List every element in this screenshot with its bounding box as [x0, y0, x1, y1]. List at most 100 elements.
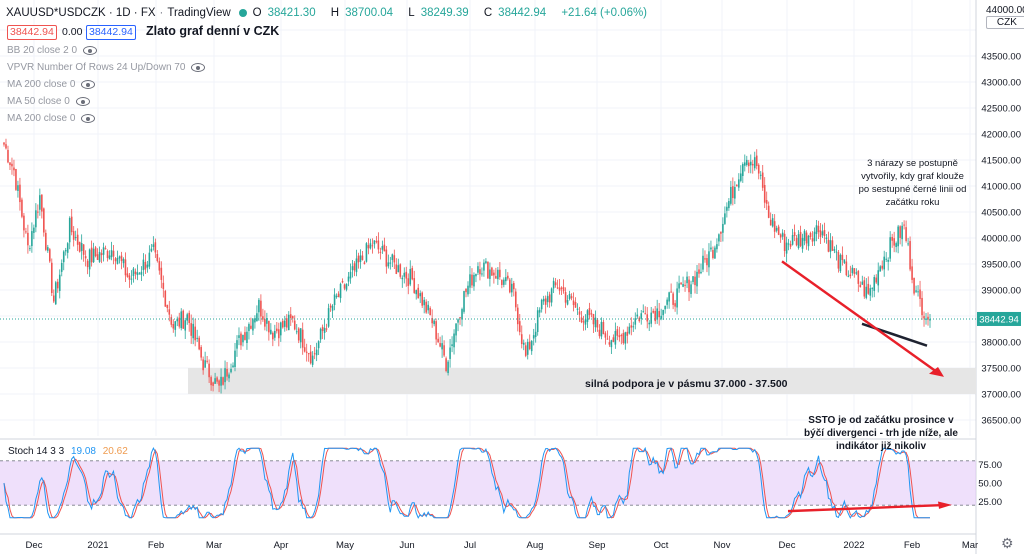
eye-icon[interactable]	[81, 80, 96, 89]
candle-body	[724, 213, 726, 224]
candle-body	[797, 234, 800, 248]
candle-body	[232, 365, 234, 368]
candle-body	[242, 334, 244, 343]
candle-body	[740, 173, 742, 181]
candle-body	[82, 244, 85, 255]
indicator-ma50[interactable]: MA 50 close 0	[7, 96, 90, 107]
candle-body	[427, 304, 429, 311]
candle-body	[198, 337, 200, 350]
candle-body	[522, 342, 525, 345]
candle-body	[568, 293, 571, 300]
symbol-label[interactable]: XAUUSD*USDCZK · 1D · FX	[6, 7, 156, 19]
candle-body	[487, 261, 489, 279]
candle-body	[349, 271, 352, 279]
candle-body	[19, 184, 21, 203]
candle-body	[43, 208, 45, 233]
candle-body	[393, 255, 396, 263]
candle-body	[503, 279, 505, 285]
candle-body	[88, 249, 91, 270]
time-tick-label: Jun	[399, 540, 414, 551]
candle-body	[664, 305, 666, 310]
candle-body	[192, 323, 194, 339]
candle-body	[883, 256, 885, 270]
candle-body	[489, 269, 491, 279]
eye-icon[interactable]	[75, 97, 90, 106]
candle-body	[614, 331, 617, 345]
candle-body	[234, 350, 236, 368]
candle-body	[413, 278, 416, 293]
candle-body	[650, 312, 653, 324]
eye-icon[interactable]	[81, 114, 96, 123]
indicator-ma200-2[interactable]: MA 200 close 0	[7, 113, 96, 124]
candle-body	[164, 290, 167, 307]
indicator-ma200[interactable]: MA 200 close 0	[7, 79, 96, 90]
candle-body	[387, 262, 390, 267]
candle-body	[562, 287, 565, 292]
candle-body	[566, 299, 569, 305]
currency-box[interactable]: 44000.00 CZK	[986, 6, 1024, 29]
candle-body	[377, 240, 380, 250]
candle-body	[825, 237, 828, 239]
candle-body	[60, 263, 63, 272]
eye-icon[interactable]	[83, 46, 98, 55]
candle-body	[738, 179, 740, 188]
candle-body	[781, 232, 784, 237]
candle-body	[915, 290, 917, 292]
indicator-vpvr[interactable]: VPVR Number Of Rows 24 Up/Down 70	[7, 62, 206, 73]
candle-body	[70, 216, 73, 233]
candle-body	[116, 257, 119, 264]
candle-body	[604, 333, 607, 338]
candle-body	[184, 320, 187, 331]
candle-body	[793, 232, 796, 237]
candle-body	[843, 259, 846, 263]
stoch-legend[interactable]: Stoch 14 3 3 19.08 20.62	[8, 446, 128, 457]
eye-icon[interactable]	[191, 63, 206, 72]
candle-body	[289, 314, 292, 318]
candle-body	[879, 266, 882, 272]
candle-body	[283, 320, 286, 327]
time-tick-label: Dec	[779, 540, 796, 551]
indicator-bb[interactable]: BB 20 close 2 0	[7, 45, 98, 56]
candle-body	[439, 343, 441, 347]
buy-price-button[interactable]: 38442.94	[86, 25, 136, 40]
candle-body	[576, 308, 579, 310]
candle-body	[202, 359, 204, 371]
candle-body	[907, 243, 909, 245]
candle-body	[851, 267, 854, 274]
candle-body	[212, 382, 214, 386]
candle-body	[610, 340, 613, 348]
candle-body	[602, 322, 605, 335]
candle-body	[100, 253, 103, 256]
candle-body	[383, 244, 386, 252]
candle-body	[381, 246, 384, 250]
gear-icon[interactable]: ⚙	[1001, 535, 1014, 551]
candle-body	[49, 249, 51, 262]
candle-body	[25, 231, 27, 233]
candle-body	[755, 155, 758, 166]
candle-body	[763, 185, 766, 203]
candle-body	[495, 276, 497, 279]
top-price-label: 44000.00	[986, 5, 1024, 16]
candle-body	[572, 300, 575, 306]
sell-price-button[interactable]: 38442.94	[7, 25, 57, 40]
candle-body	[94, 247, 97, 257]
candle-body	[264, 319, 266, 327]
candle-body	[433, 320, 435, 325]
candle-body	[210, 377, 212, 386]
stoch-k-value: 19.08	[70, 446, 96, 457]
candle-body	[805, 232, 808, 244]
candle-body	[761, 172, 764, 188]
candle-body	[817, 225, 820, 233]
candle-body	[694, 276, 696, 286]
candle-body	[463, 291, 465, 312]
candle-body	[855, 272, 858, 274]
candle-body	[278, 329, 280, 339]
candle-body	[246, 331, 248, 344]
candle-body	[228, 374, 230, 379]
candle-body	[58, 274, 61, 291]
candle-body	[11, 163, 13, 167]
candle-body	[481, 273, 483, 275]
candle-body	[791, 235, 794, 245]
candle-body	[526, 341, 529, 355]
